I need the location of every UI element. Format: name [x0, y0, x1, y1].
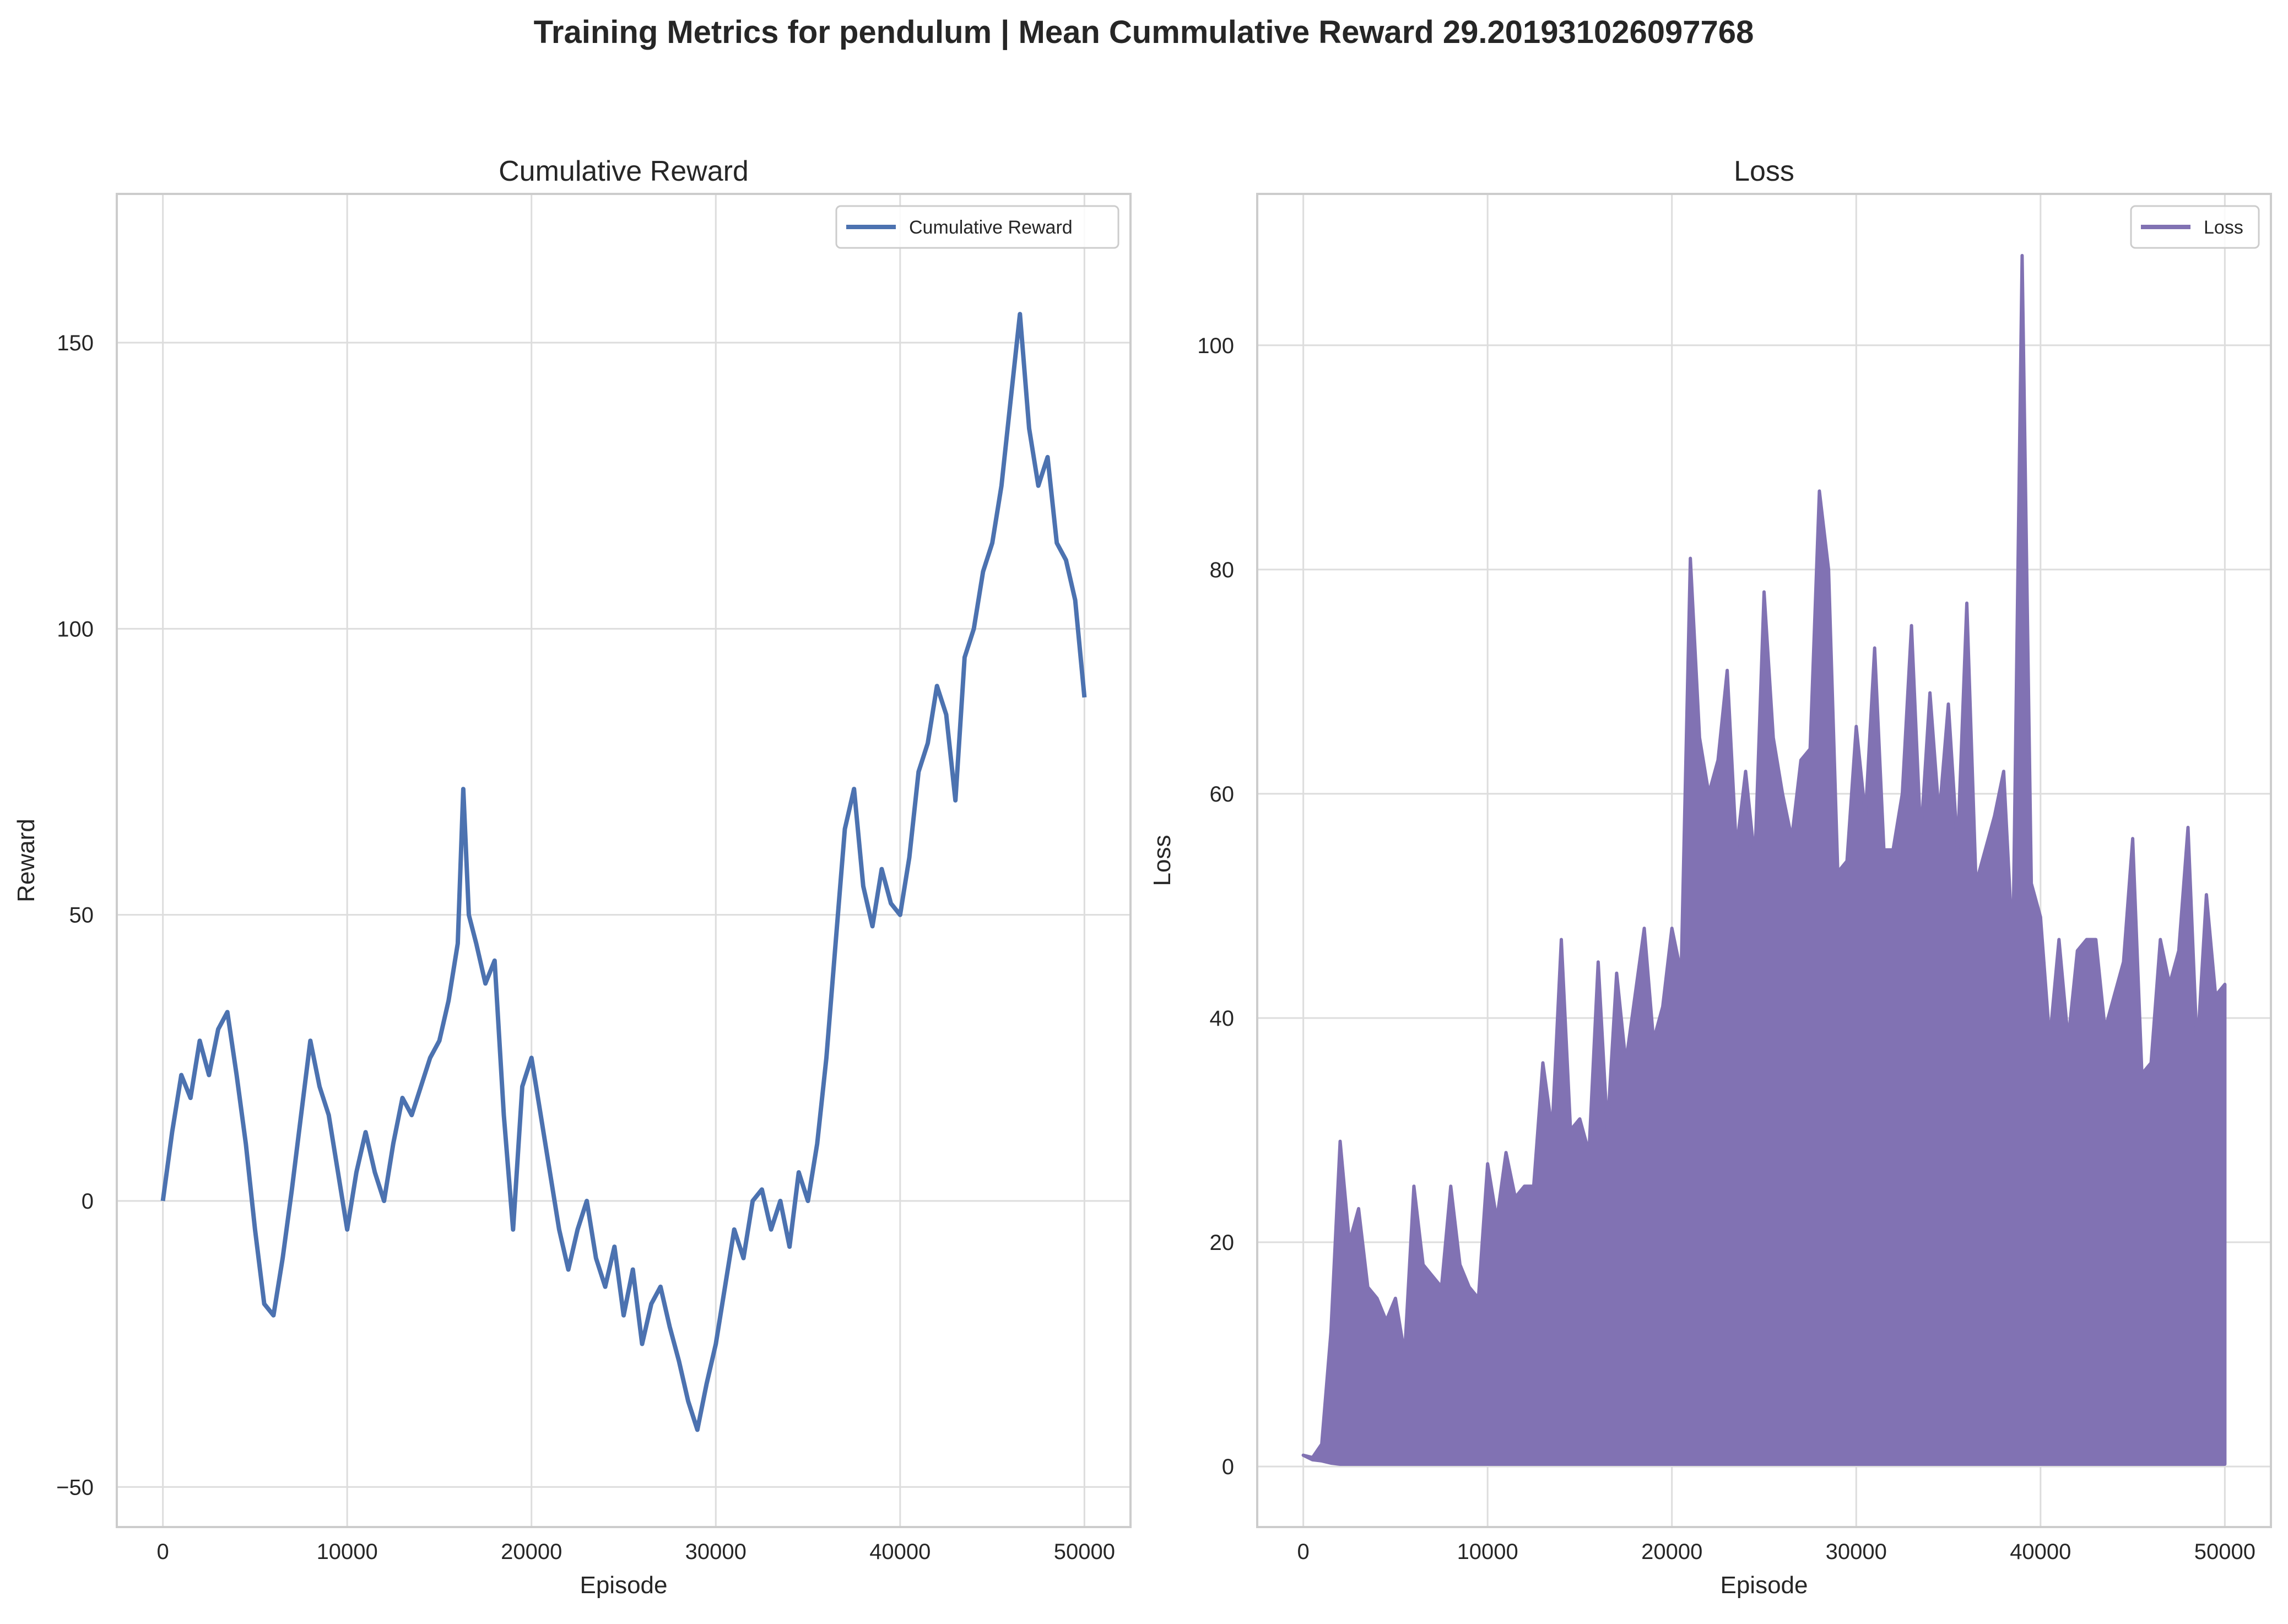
- cumulative-reward-xlabel: Episode: [580, 1572, 667, 1599]
- loss-y-tick-label: 80: [1210, 558, 1235, 582]
- cumulative-reward-y-tick-label: 50: [69, 903, 94, 928]
- cumulative-reward-legend-label: Cumulative Reward: [909, 217, 1073, 238]
- loss-series-line: [1301, 253, 2227, 1466]
- loss-x-tick-label: 10000: [1457, 1540, 1518, 1564]
- loss-x-tick-label: 0: [1297, 1540, 1310, 1564]
- loss-x-tick-label: 20000: [1641, 1540, 1702, 1564]
- cumulative-reward-ylabel: Reward: [13, 819, 40, 902]
- loss-y-tick-label: 60: [1210, 782, 1235, 806]
- cumulative-reward-grid: [117, 194, 1131, 1527]
- loss-x-tick-label: 50000: [2194, 1540, 2255, 1564]
- loss-legend-box: [2130, 205, 2260, 249]
- loss-panel: Loss Episode Loss 0 10000 20000 30000 40000 5…: [1149, 155, 2272, 1599]
- loss-x-tick-label: 30000: [1826, 1540, 1887, 1564]
- loss-axes-frame: [1256, 193, 2272, 1528]
- loss-ylabel: Loss: [1149, 835, 1176, 886]
- loss-legend-label: Loss: [2204, 217, 2243, 238]
- cumulative-reward-x-tick-label: 20000: [501, 1540, 562, 1564]
- loss-y-tick-label: 0: [1222, 1455, 1234, 1479]
- loss-y-tick-label: 100: [1197, 334, 1234, 358]
- figure-suptitle: Training Metrics for pendulum | Mean Cum…: [534, 14, 1754, 50]
- cumulative-reward-legend: Cumulative Reward: [835, 205, 1119, 249]
- cumulative-reward-x-tick-label: 30000: [685, 1540, 747, 1564]
- loss-x-tick-label: 40000: [2010, 1540, 2071, 1564]
- cumulative-reward-legend-box: [835, 205, 1119, 249]
- cumulative-reward-y-tick-label: 150: [57, 331, 94, 355]
- cumulative-reward-y-tick-label: 100: [57, 617, 94, 641]
- cumulative-reward-y-tick-label: −50: [56, 1475, 94, 1500]
- cumulative-reward-x-tick-label: 0: [157, 1540, 169, 1564]
- cumulative-reward-axes-frame: [116, 193, 1132, 1528]
- cumulative-reward-x-tick-label: 50000: [1054, 1540, 1115, 1564]
- cumulative-reward-x-tick-label: 40000: [869, 1540, 931, 1564]
- cumulative-reward-x-tick-label: 10000: [317, 1540, 378, 1564]
- loss-title: Loss: [1734, 155, 1794, 187]
- loss-y-tick-label: 40: [1210, 1006, 1235, 1031]
- cumulative-reward-title: Cumulative Reward: [499, 155, 749, 187]
- cumulative-reward-series-line: [160, 312, 1087, 1432]
- cumulative-reward-y-tick-label: 0: [82, 1189, 94, 1214]
- cumulative-reward-panel: Cumulative Reward Episode Reward 0 10000 2…: [13, 155, 1132, 1599]
- loss-y-tick-label: 20: [1210, 1231, 1235, 1255]
- loss-legend: Loss: [2130, 205, 2260, 249]
- loss-xlabel: Episode: [1720, 1572, 1808, 1599]
